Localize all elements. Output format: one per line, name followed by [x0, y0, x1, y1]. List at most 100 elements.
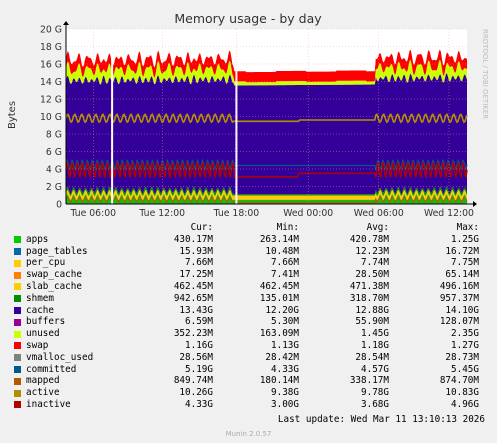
legend-min: 4.33G — [271, 363, 299, 375]
legend-name: vmalloc_used — [26, 351, 94, 363]
area-unused — [66, 59, 467, 86]
legend-max: 874.70M — [439, 375, 479, 387]
legend-name: unused — [26, 328, 60, 340]
legend-avg: 28.54M — [355, 351, 389, 363]
legend-cur: 462.45M — [173, 280, 213, 292]
legend-min: 3.00G — [271, 398, 299, 410]
legend-cur: 6.59M — [185, 316, 213, 328]
legend-row-inactive: inactive 4.33G 3.00G 3.68G 4.96G — [12, 399, 490, 411]
y-tick-label: 2 G — [46, 182, 62, 193]
y-tick-label: 18 G — [40, 42, 62, 53]
area-slab-cache — [66, 190, 467, 200]
legend-min: 5.30M — [271, 316, 299, 328]
y-tick-label: 6 G — [46, 147, 62, 158]
legend-swatch — [14, 247, 21, 255]
grid-lines — [63, 21, 477, 207]
y-tick-label: 0 — [56, 200, 62, 211]
col-min-header: Min: — [276, 222, 299, 233]
legend-cur: 5.19G — [185, 363, 213, 375]
legend-swatch — [14, 354, 21, 362]
legend-cur: 7.66M — [185, 257, 213, 269]
legend-avg: 1.18G — [361, 339, 389, 351]
legend-max: 1.27G — [451, 339, 479, 351]
legend-min: 135.01M — [259, 292, 299, 304]
legend-cur: 13.43G — [179, 304, 213, 316]
legend-swatch — [14, 377, 21, 385]
legend-min: 263.14M — [259, 233, 299, 245]
legend-min: 9.38G — [271, 387, 299, 399]
y-axis-label: Bytes — [7, 101, 18, 129]
legend-avg: 1.45G — [361, 328, 389, 340]
legend-cur: 15.93M — [179, 245, 213, 257]
legend-name: page_tables — [26, 245, 88, 257]
legend-max: 4.96G — [451, 398, 479, 410]
legend-row-active: active 10.26G 9.38G 9.78G 10.83G — [12, 387, 490, 399]
legend-avg: 12.23M — [355, 245, 389, 257]
plot-area — [65, 49, 468, 205]
legend-avg: 12.88G — [355, 304, 389, 316]
last-update-text: Last update: Wed Mar 11 13:10:13 2026 — [277, 414, 485, 425]
legend-cur: 849.74M — [173, 375, 213, 387]
y-tick-label: 12 G — [40, 95, 62, 106]
legend-avg: 28.50M — [355, 269, 389, 281]
legend-row-slab-cache: slab_cache 462.45M 462.45M 471.38M 496.16M — [12, 281, 490, 293]
chart-title: Memory usage - by day — [174, 11, 322, 26]
legend-name: mapped — [26, 375, 60, 387]
legend-max: 65.14M — [445, 269, 479, 281]
y-tick-label: 4 G — [46, 165, 62, 176]
legend-row-per-cpu: per_cpu 7.66M 7.66M 7.74M 7.75M — [12, 257, 490, 269]
legend-min: 10.48M — [265, 245, 299, 257]
legend-name: buffers — [26, 316, 66, 328]
legend-row-cache: cache 13.43G 12.20G 12.88G 14.10G — [12, 305, 490, 317]
legend-row-buffers: buffers 6.59M 5.30M 55.90M 128.07M — [12, 316, 490, 328]
legend-row-committed: committed 5.19G 4.33G 4.57G 5.45G — [12, 364, 490, 376]
x-tick-label: Wed 00:00 — [283, 208, 333, 219]
legend-avg: 420.78M — [349, 233, 389, 245]
legend-max: 14.10G — [445, 304, 479, 316]
y-tick-label: 16 G — [40, 60, 62, 71]
line-active — [65, 113, 468, 124]
y-tick-labels: 0 2 G 4 G 6 G 8 G 10 G 12 G 14 G 16 G 18 G 20 G — [40, 25, 62, 211]
legend-name: cache — [26, 304, 54, 316]
legend-row-unused: unused 352.23M 163.09M 1.45G 2.35G — [12, 328, 490, 340]
legend-swatch — [14, 401, 21, 409]
legend-rows: apps 430.17M 263.14M 420.78M 1.25G page_table… — [12, 234, 490, 411]
legend-name: per_cpu — [26, 257, 66, 269]
legend-cur: 352.23M — [173, 328, 213, 340]
legend-cur: 10.26G — [179, 387, 213, 399]
legend-avg: 55.90M — [355, 316, 389, 328]
legend-avg: 3.68G — [361, 398, 389, 410]
col-cur-header: Cur: — [190, 222, 213, 233]
legend-swatch — [14, 295, 21, 303]
legend-row-page-tables: page_tables 15.93M 10.48M 12.23M 16.72M — [12, 246, 490, 258]
x-tick-label: Tue 12:00 — [138, 208, 185, 219]
legend-min: 462.45M — [259, 280, 299, 292]
legend-avg: 4.57G — [361, 363, 389, 375]
legend-swatch — [14, 318, 21, 326]
legend-cur: 4.33G — [185, 398, 213, 410]
legend-min: 1.13G — [271, 339, 299, 351]
legend-max: 1.25G — [451, 233, 479, 245]
legend-name: slab_cache — [26, 280, 82, 292]
legend-avg: 9.78G — [361, 387, 389, 399]
legend-swatch — [14, 259, 21, 267]
x-tick-label: Wed 12:00 — [424, 208, 474, 219]
x-tick-label: Tue 06:00 — [69, 208, 116, 219]
y-tick-label: 14 G — [40, 77, 62, 88]
rrdtool-watermark: RRDTOOL / TOBI OETIKER — [481, 29, 489, 119]
legend-swatch — [14, 283, 21, 291]
legend-name: inactive — [26, 398, 71, 410]
legend-row-swap: swap 1.16G 1.13G 1.18G 1.27G — [12, 340, 490, 352]
legend-swatch — [14, 306, 21, 314]
legend-max: 957.37M — [439, 292, 479, 304]
legend-cur: 942.65M — [173, 292, 213, 304]
legend-max: 28.73M — [445, 351, 479, 363]
legend-min: 7.41M — [271, 269, 299, 281]
y-tick-label: 10 G — [40, 112, 62, 123]
legend-min: 163.09M — [259, 328, 299, 340]
legend-cur: 17.25M — [179, 269, 213, 281]
legend-swatch — [14, 365, 21, 373]
legend-max: 5.45G — [451, 363, 479, 375]
legend-avg: 338.17M — [349, 375, 389, 387]
legend-cur: 28.56M — [179, 351, 213, 363]
